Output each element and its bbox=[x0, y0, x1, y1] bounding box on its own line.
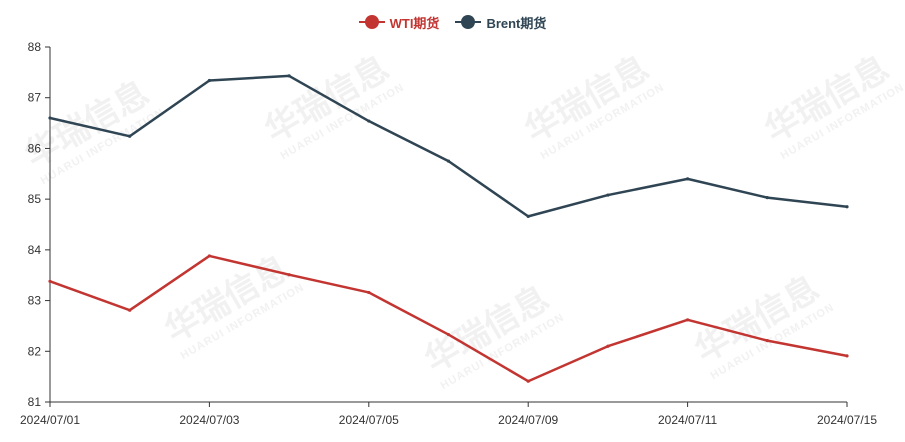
data-point-brent bbox=[765, 196, 769, 200]
legend-item-wti[interactable]: WTI期货 bbox=[358, 13, 440, 32]
legend-item-brent[interactable]: Brent期货 bbox=[455, 13, 546, 32]
legend-brent-label: Brent期货 bbox=[486, 15, 547, 31]
data-point-wti bbox=[845, 354, 849, 358]
y-tick-label: 83 bbox=[28, 294, 42, 308]
data-point-brent bbox=[207, 78, 211, 83]
data-point-wti bbox=[207, 254, 211, 258]
data-point-wti bbox=[686, 318, 690, 322]
series-line-brent bbox=[48, 74, 849, 218]
data-point-brent bbox=[367, 119, 371, 123]
x-tick-label: 2024/07/15 bbox=[817, 413, 877, 427]
legend-brent-dot bbox=[461, 15, 476, 29]
data-point-wti bbox=[48, 279, 52, 283]
y-tick-label: 84 bbox=[28, 243, 42, 257]
legend-wti-marker-icon bbox=[358, 15, 385, 29]
legend-brent-marker-icon bbox=[455, 15, 482, 29]
y-tick-label: 88 bbox=[28, 40, 42, 54]
data-point-brent bbox=[606, 193, 610, 197]
data-point-wti bbox=[367, 290, 371, 295]
x-tick-label: 2024/07/05 bbox=[339, 413, 399, 427]
series-line-wti bbox=[48, 254, 849, 383]
data-point-wti bbox=[606, 344, 610, 348]
data-point-brent bbox=[686, 177, 690, 181]
y-tick-label: 81 bbox=[28, 395, 42, 409]
x-tick-label: 2024/07/01 bbox=[20, 413, 80, 427]
y-tick-label: 86 bbox=[28, 141, 42, 155]
data-point-brent bbox=[128, 134, 132, 138]
data-point-wti bbox=[446, 332, 451, 337]
data-point-wti bbox=[526, 379, 530, 383]
y-tick-label: 87 bbox=[28, 91, 42, 105]
data-point-brent bbox=[48, 116, 52, 120]
data-point-brent bbox=[526, 214, 530, 218]
x-tick-label: 2024/07/09 bbox=[498, 413, 558, 427]
data-point-wti bbox=[128, 308, 132, 312]
legend-wti-dot bbox=[364, 15, 379, 29]
data-point-wti bbox=[765, 339, 769, 343]
x-tick-label: 2024/07/11 bbox=[658, 413, 717, 427]
y-tick-label: 85 bbox=[28, 192, 42, 206]
data-point-brent bbox=[287, 74, 291, 78]
legend: WTI期货 Brent期货 bbox=[0, 10, 905, 34]
y-tick-label: 82 bbox=[28, 344, 42, 358]
legend-wti-label: WTI期货 bbox=[389, 15, 440, 31]
data-point-brent bbox=[446, 159, 451, 163]
x-tick-label: 2024/07/03 bbox=[179, 413, 239, 427]
data-point-brent bbox=[845, 205, 849, 209]
data-point-wti bbox=[287, 273, 291, 277]
